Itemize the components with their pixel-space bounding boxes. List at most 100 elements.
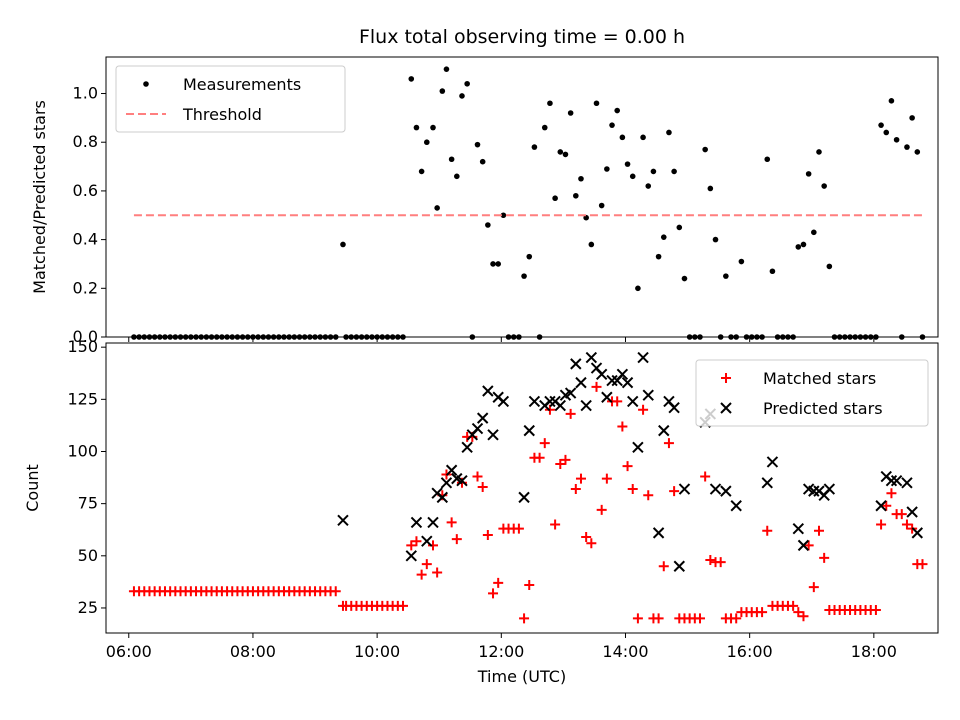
measurement-point	[671, 168, 677, 175]
matched-star-point	[798, 611, 809, 622]
plot-area	[131, 66, 926, 340]
measurement-point	[307, 334, 313, 340]
measurement-point	[434, 205, 440, 211]
measurement-point	[172, 334, 179, 340]
measurement-point	[873, 334, 879, 340]
measurement-point	[485, 222, 491, 228]
legend: Matched stars Predicted stars	[695, 359, 929, 427]
matched-star-point	[482, 529, 493, 540]
y-tick-label: 0.0	[73, 327, 98, 346]
legend-box	[115, 65, 346, 133]
measurement-point	[536, 334, 543, 340]
measurement-point	[811, 229, 817, 236]
measurement-point	[764, 156, 771, 163]
measurement-point	[660, 234, 667, 240]
measurement-point	[389, 334, 396, 340]
measurement-point	[239, 334, 246, 340]
measurement-point	[593, 100, 600, 107]
measurement-point	[198, 334, 205, 340]
measurement-point	[141, 334, 148, 340]
legend-marker	[143, 81, 149, 87]
matched-star-point	[694, 613, 705, 624]
measurement-point	[790, 334, 796, 340]
predicted-star-point	[601, 391, 613, 403]
axes-frame	[105, 56, 939, 338]
legend-label: Threshold	[182, 105, 262, 124]
matched-star-point	[803, 540, 814, 551]
measurement-point	[759, 334, 765, 340]
x-tick-label: 14:00	[602, 642, 648, 661]
measurement-point	[743, 334, 750, 340]
plot-1: 25 50 75 100 125 150 06:00 08:00 10:00 12:00 14:00…	[23, 337, 939, 686]
y-tick-label: 125	[67, 389, 98, 408]
measurement-point	[340, 241, 346, 248]
measurement-point	[479, 158, 486, 165]
predicted-star-point	[421, 535, 433, 547]
matched-star-point	[819, 552, 830, 563]
predicted-star-point	[440, 477, 453, 489]
measurement-point	[904, 144, 910, 150]
predicted-star-point	[445, 464, 458, 476]
measurement-point	[322, 334, 329, 340]
axes-frame	[105, 342, 939, 634]
measurement-point	[816, 149, 822, 155]
matched-star-point	[886, 488, 897, 499]
series-measurements	[131, 66, 926, 340]
y-tick-label: 0.8	[73, 132, 98, 151]
predicted-star-point	[890, 474, 903, 487]
measurement-point	[888, 98, 895, 104]
measurement-point	[629, 173, 636, 180]
matched-star-point	[575, 473, 586, 484]
measurement-point	[531, 144, 538, 150]
measurement-point	[332, 334, 339, 340]
measurement-point	[588, 241, 595, 248]
y-tick-label: 50	[78, 546, 98, 565]
measurement-point	[418, 168, 425, 175]
measurement-point	[909, 115, 915, 121]
measurement-point	[831, 334, 838, 340]
matched-star-point	[762, 525, 773, 536]
predicted-star-point	[427, 516, 439, 529]
predicted-star-point	[482, 385, 494, 397]
measurement-point	[655, 253, 662, 260]
predicted-star-point	[621, 376, 634, 389]
measurement-point	[448, 156, 455, 163]
measurement-point	[348, 334, 355, 340]
matched-star-point	[596, 504, 607, 515]
legend-marker	[720, 402, 732, 414]
measurement-point	[260, 334, 267, 340]
measurement-point	[443, 66, 450, 72]
matched-star-point	[591, 381, 602, 392]
measurement-point	[379, 334, 386, 340]
y-tick-label: 0.2	[73, 278, 98, 297]
matched-star-point	[428, 540, 439, 551]
matched-star-point	[622, 461, 633, 472]
predicted-star-point	[487, 429, 499, 441]
measurement-point	[619, 134, 626, 141]
matched-star-point	[581, 532, 592, 543]
measurement-point	[224, 334, 230, 340]
matched-star-point	[513, 523, 524, 534]
measurement-point	[521, 273, 527, 279]
predicted-star-point	[337, 514, 349, 527]
matched-star-point	[446, 517, 457, 528]
matched-star-point	[493, 577, 504, 588]
measurement-point	[640, 134, 646, 141]
y-tick-label: 150	[67, 337, 98, 356]
y-tick-label: 25	[78, 598, 98, 617]
matched-star-point	[416, 569, 427, 580]
measurement-point	[177, 334, 184, 340]
measurement-point	[516, 334, 522, 340]
predicted-star-point	[436, 491, 449, 504]
measurement-point	[878, 122, 884, 128]
matched-star-point	[411, 536, 422, 547]
measurement-point	[182, 334, 189, 340]
matched-star-point	[700, 471, 711, 482]
matched-star-point	[627, 484, 638, 495]
predicted-star-point	[461, 441, 473, 454]
measurement-point	[867, 334, 874, 340]
predicted-star-point	[575, 376, 587, 389]
matched-star-point	[870, 605, 881, 616]
legend-label: Predicted stars	[763, 399, 883, 418]
